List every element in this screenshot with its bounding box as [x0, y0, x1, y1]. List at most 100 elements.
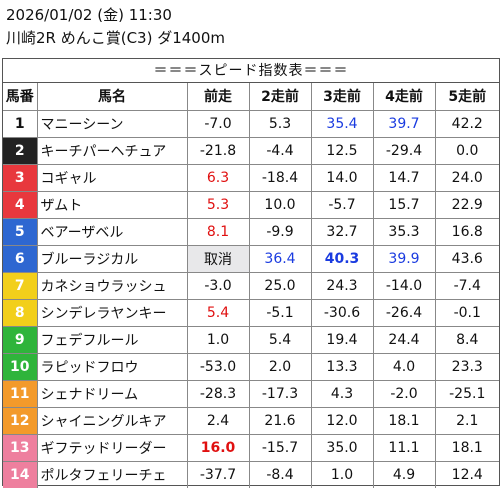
- col-2-races-ago-value: -18.4: [248, 163, 312, 192]
- horse-number: 12: [3, 406, 38, 435]
- horse-number: 7: [3, 271, 38, 300]
- horse-name: フェデフルール: [36, 325, 188, 354]
- table-title: ＝＝＝スピード指数表＝＝＝: [3, 59, 499, 83]
- col-3-races-ago-value: 12.0: [310, 406, 374, 435]
- col-4-races-ago-value: 14.7: [372, 163, 436, 192]
- col-last-race-value: -3.0: [186, 271, 250, 300]
- col-2-races-ago-value: -8.4: [248, 460, 312, 488]
- col-last-race-value: 16.0: [186, 433, 250, 462]
- horse-name: ポルタフェリーチェ: [36, 460, 188, 488]
- horse-name: コギャル: [36, 163, 188, 192]
- col-last-race-value: -21.8: [186, 136, 250, 165]
- col-4-races-ago-header: 4走前: [372, 83, 436, 111]
- col-3-races-ago-header: 3走前: [310, 83, 374, 111]
- col-3-races-ago-value: 24.3: [310, 271, 374, 300]
- col-4-races-ago-value: -29.4: [372, 136, 436, 165]
- col-4-races-ago-value: 15.7: [372, 190, 436, 219]
- col-5-races-ago-value: 23.3: [434, 352, 499, 381]
- col-5-races-ago-value: 0.0: [434, 136, 499, 165]
- col-5-races-ago-value: 12.4: [434, 460, 499, 488]
- table-row: 5 ベアーザベル 8.1 -9.9 32.7 35.3 16.8: [3, 217, 499, 246]
- horse-number: 5: [3, 217, 38, 246]
- col-3-races-ago-value: 40.3: [310, 244, 374, 273]
- horse-name: シンデレラヤンキー: [36, 298, 188, 327]
- col-last-race-value: 1.0: [186, 325, 250, 354]
- col-5-races-ago-value: -25.1: [434, 379, 499, 408]
- col-3-races-ago-value: 19.4: [310, 325, 374, 354]
- horse-name: キーチパーヘチュア: [36, 136, 188, 165]
- table-row: 1 マニーシーン -7.0 5.3 35.4 39.7 42.2: [3, 109, 499, 138]
- table-row: 8 シンデレラヤンキー 5.4 -5.1 -30.6 -26.4 -0.1: [3, 298, 499, 327]
- table-row: 13 ギフテッドリーダー 16.0 -15.7 35.0 11.1 18.1: [3, 433, 499, 462]
- col-4-races-ago-value: 18.1: [372, 406, 436, 435]
- header-row: 馬番 馬名 前走 2走前 3走前 4走前 5走前: [3, 83, 499, 111]
- horse-number: 6: [3, 244, 38, 273]
- col-2-races-ago-value: -5.1: [248, 298, 312, 327]
- col-5-races-ago-value: 42.2: [434, 109, 499, 138]
- horse-number: 11: [3, 379, 38, 408]
- speed-index-table-container: ＝＝＝スピード指数表＝＝＝ 馬番 馬名 前走 2走前 3走前 4走前 5走前 1 マニーシーン…: [2, 58, 500, 488]
- horse-name: マニーシーン: [36, 109, 188, 138]
- col-3-races-ago-value: 35.4: [310, 109, 374, 138]
- horse-number: 2: [3, 136, 38, 165]
- col-4-races-ago-value: 4.9: [372, 460, 436, 488]
- table-row: 10 ラピッドフロウ -53.0 2.0 13.3 4.0 23.3: [3, 352, 499, 381]
- col-5-races-ago-value: 43.6: [434, 244, 499, 273]
- table-row: 12 シャイニングルキア 2.4 21.6 12.0 18.1 2.1: [3, 406, 499, 435]
- col-2-races-ago-value: 5.4: [248, 325, 312, 354]
- horse-number: 14: [3, 460, 38, 488]
- col-2-races-ago-header: 2走前: [248, 83, 312, 111]
- col-2-races-ago-value: 2.0: [248, 352, 312, 381]
- col-3-races-ago-value: 13.3: [310, 352, 374, 381]
- col-3-races-ago-value: -30.6: [310, 298, 374, 327]
- col-3-races-ago-value: 35.0: [310, 433, 374, 462]
- col-5-races-ago-value: 2.1: [434, 406, 499, 435]
- col-4-races-ago-value: 4.0: [372, 352, 436, 381]
- horse-number: 3: [3, 163, 38, 192]
- col-last-race-header: 前走: [186, 83, 250, 111]
- col-last-race-value: 8.1: [186, 217, 250, 246]
- col-last-race-value: -53.0: [186, 352, 250, 381]
- horse-name: シャイニングルキア: [36, 406, 188, 435]
- col-5-races-ago-value: 18.1: [434, 433, 499, 462]
- col-4-races-ago-value: 24.4: [372, 325, 436, 354]
- col-4-races-ago-value: 35.3: [372, 217, 436, 246]
- col-3-races-ago-value: 14.0: [310, 163, 374, 192]
- horse-name: ザムト: [36, 190, 188, 219]
- horse-number: 10: [3, 352, 38, 381]
- race-info: 川崎2R めんこ賞(C3) ダ1400m: [6, 29, 226, 47]
- col-last-race-value: 5.4: [186, 298, 250, 327]
- horse-number: 1: [3, 109, 38, 138]
- horse-name: シェナドリーム: [36, 379, 188, 408]
- horse-name: ブルーラジカル: [36, 244, 188, 273]
- col-5-races-ago-value: -7.4: [434, 271, 499, 300]
- horse-name: ラピッドフロウ: [36, 352, 188, 381]
- col-2-races-ago-value: -17.3: [248, 379, 312, 408]
- horse-name: ベアーザベル: [36, 217, 188, 246]
- col-3-races-ago-value: 32.7: [310, 217, 374, 246]
- col-last-race-value: 5.3: [186, 190, 250, 219]
- col-5-races-ago-value: 24.0: [434, 163, 499, 192]
- col-3-races-ago-value: 12.5: [310, 136, 374, 165]
- col-2-races-ago-value: 36.4: [248, 244, 312, 273]
- col-last-race-value: -28.3: [186, 379, 250, 408]
- horse-number: 4: [3, 190, 38, 219]
- col-4-races-ago-value: -2.0: [372, 379, 436, 408]
- col-2-races-ago-value: -9.9: [248, 217, 312, 246]
- col-4-races-ago-value: 11.1: [372, 433, 436, 462]
- col-last-race-value: 2.4: [186, 406, 250, 435]
- horse-name: ギフテッドリーダー: [36, 433, 188, 462]
- table-row: 11 シェナドリーム -28.3 -17.3 4.3 -2.0 -25.1: [3, 379, 499, 408]
- table-row: 4 ザムト 5.3 10.0 -5.7 15.7 22.9: [3, 190, 499, 219]
- horse-number: 9: [3, 325, 38, 354]
- table-body: 1 マニーシーン -7.0 5.3 35.4 39.7 42.2 2 キーチパーヘチュア -21.…: [3, 109, 499, 488]
- col-last-race-value: 取消: [186, 244, 250, 273]
- col-5-races-ago-header: 5走前: [434, 83, 499, 111]
- horse-number: 8: [3, 298, 38, 327]
- table-row: 3 コギャル 6.3 -18.4 14.0 14.7 24.0: [3, 163, 499, 192]
- col-last-race-value: -37.7: [186, 460, 250, 488]
- table-row: 7 カネショウラッシュ -3.0 25.0 24.3 -14.0 -7.4: [3, 271, 499, 300]
- col-2-races-ago-value: 21.6: [248, 406, 312, 435]
- col-3-races-ago-value: 4.3: [310, 379, 374, 408]
- col-2-races-ago-value: 10.0: [248, 190, 312, 219]
